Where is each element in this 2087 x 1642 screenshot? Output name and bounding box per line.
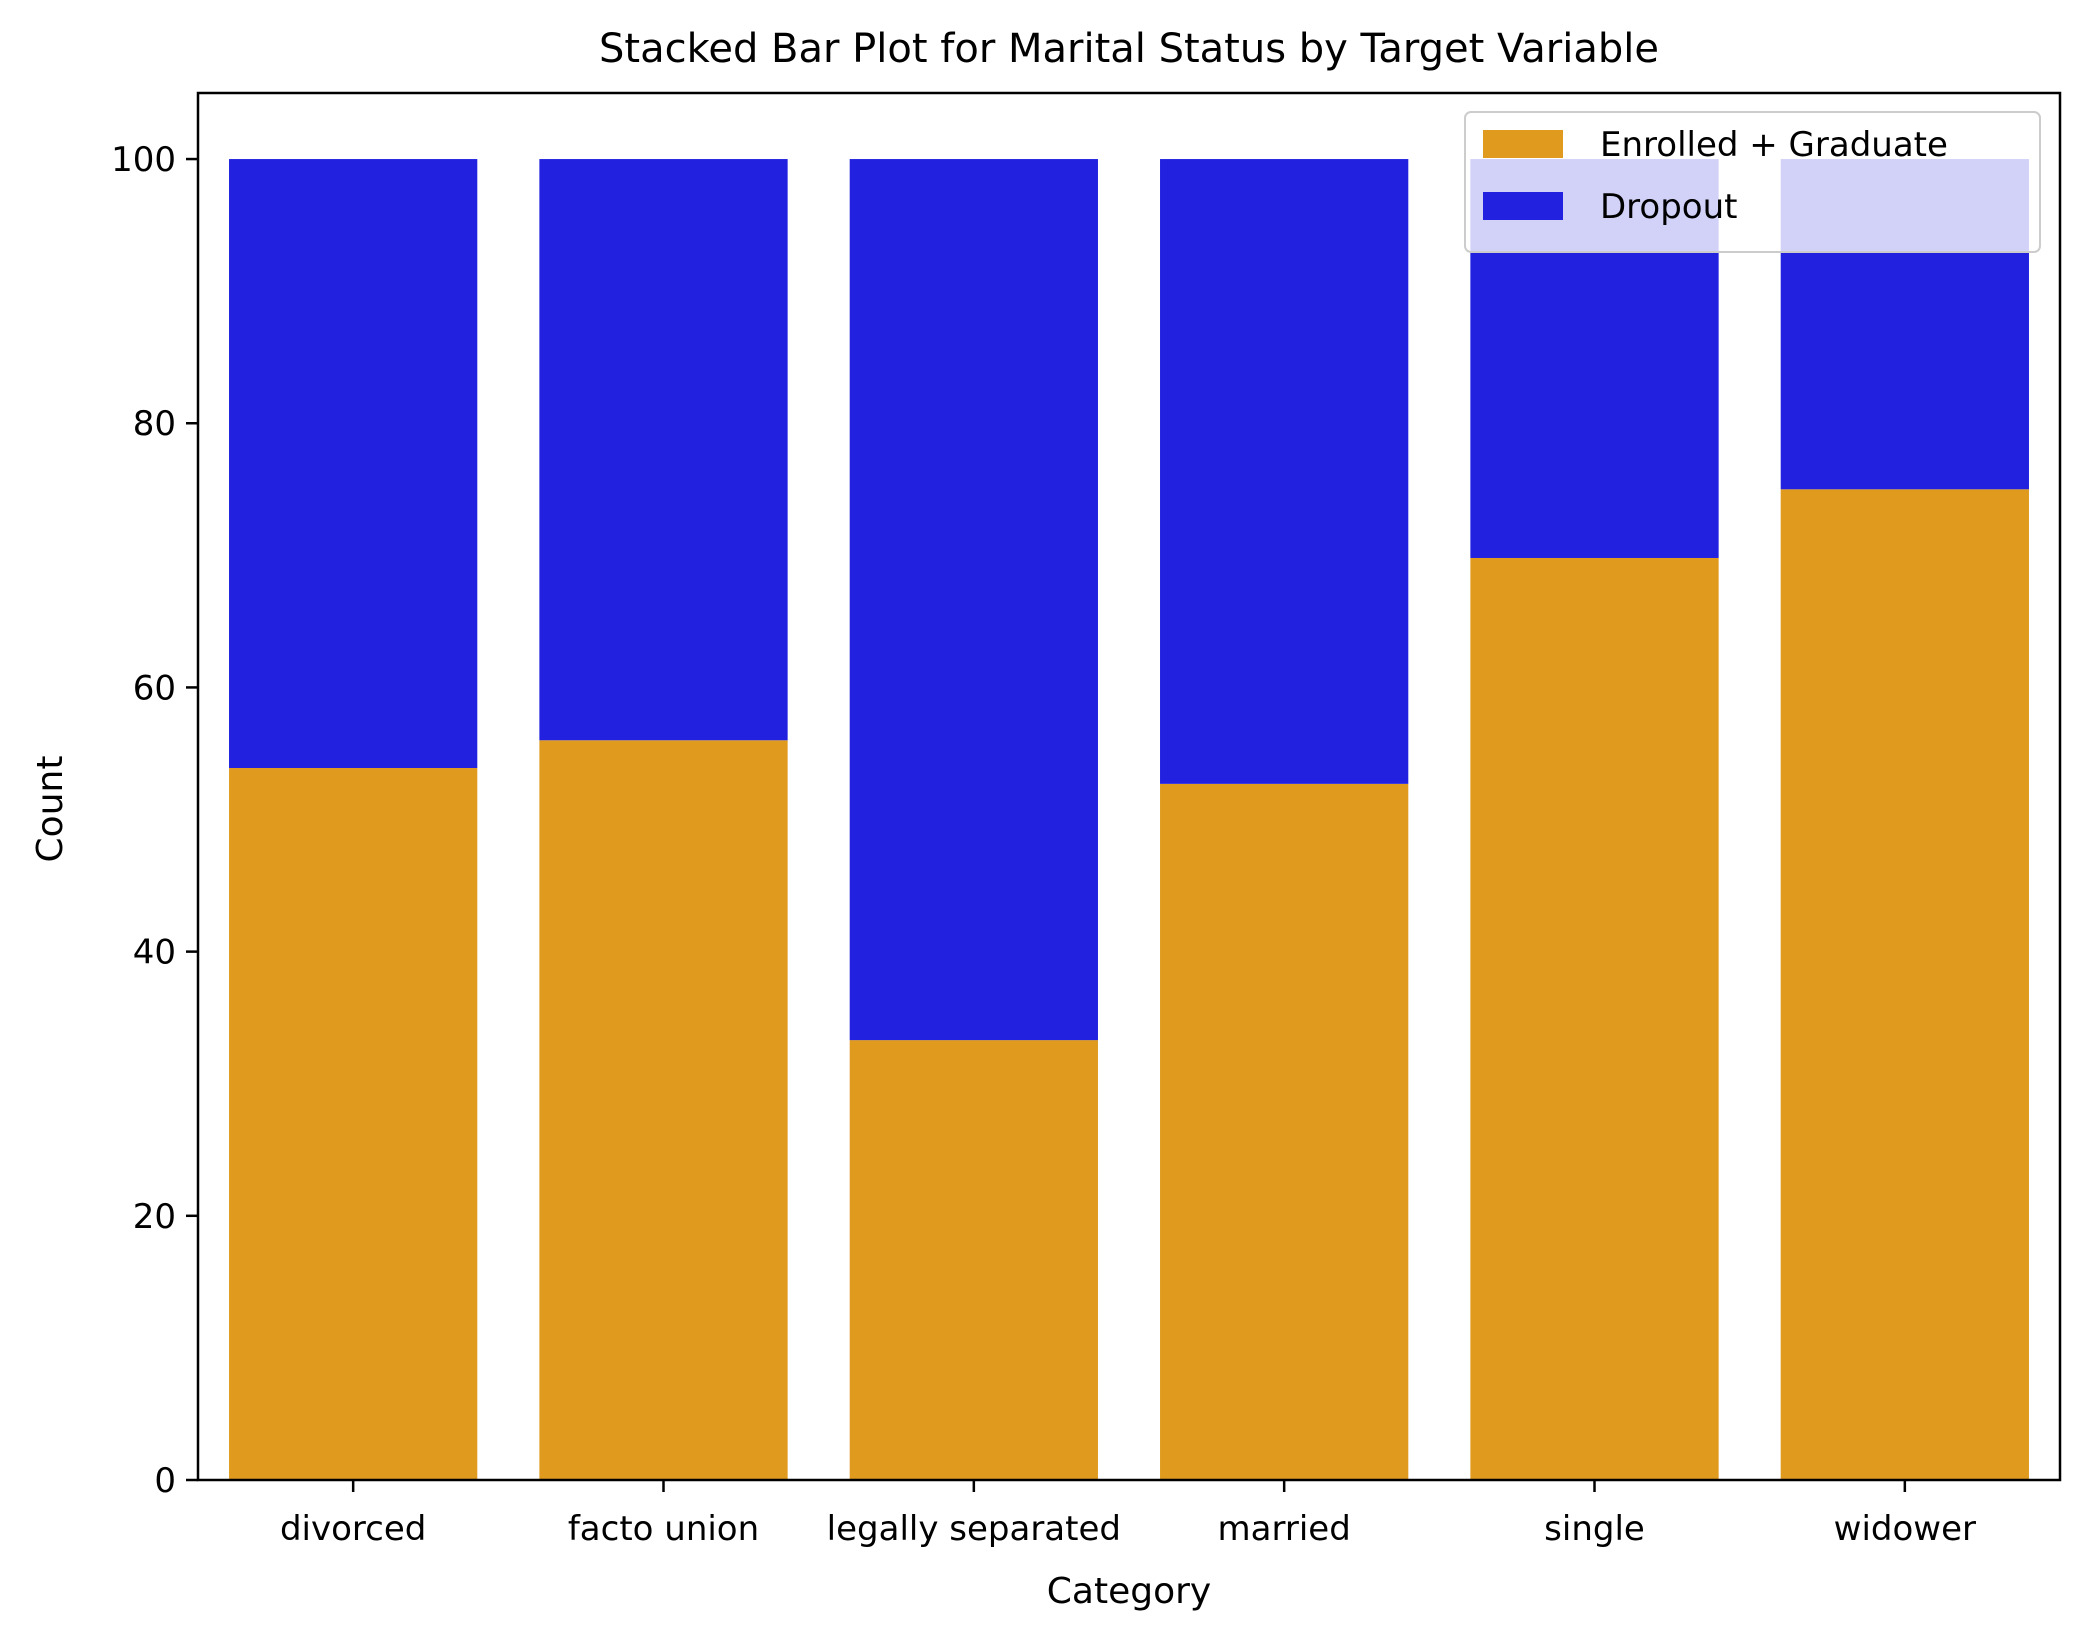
bar-enrolled-graduate-legally-separated [849, 1040, 1098, 1480]
bars-layer [229, 159, 2029, 1480]
legend-swatch-enrolled-graduate [1483, 130, 1563, 158]
x-tick-label-divorced: divorced [280, 1509, 426, 1549]
y-tick-label-80: 80 [133, 404, 176, 444]
legend-swatch-dropout [1483, 192, 1563, 220]
y-tick-label-100: 100 [111, 140, 176, 180]
legend-box [1464, 111, 2041, 253]
x-axis-label: Category [1047, 1571, 1211, 1612]
x-tick-label-married: married [1218, 1509, 1351, 1549]
y-axis-label: Count [30, 756, 71, 863]
axes-layer: 0 20 40 60 80 100 divorced facto union legally s… [111, 91, 2062, 1549]
bar-enrolled-graduate-widower [1780, 489, 2029, 1480]
legend-label-dropout: Dropout [1600, 187, 1737, 227]
chart-title: Stacked Bar Plot for Marital Status by T… [599, 26, 1659, 72]
y-tick-label-20: 20 [133, 1197, 176, 1237]
bar-dropout-divorced [229, 159, 478, 769]
bar-dropout-legally-separated [849, 159, 1098, 1041]
y-tick-label-0: 0 [154, 1461, 176, 1501]
bar-enrolled-graduate-single [1470, 557, 1719, 1480]
plot-frame [196, 91, 2062, 1482]
bar-enrolled-graduate-divorced [229, 768, 478, 1480]
bar-dropout-married [1160, 159, 1409, 784]
legend-label-enrolled-graduate: Enrolled + Graduate [1600, 125, 1948, 165]
legend: Enrolled + Graduate Dropout [1464, 111, 2041, 253]
bar-enrolled-graduate-facto-union [539, 740, 788, 1480]
x-tick-label-single: single [1544, 1509, 1645, 1549]
y-tick-label-60: 60 [133, 668, 176, 708]
bar-enrolled-graduate-married [1160, 783, 1409, 1480]
x-tick-label-widower: widower [1834, 1509, 1976, 1549]
y-tick-label-40: 40 [133, 933, 176, 973]
bar-dropout-facto-union [539, 159, 788, 741]
x-tick-label-legally-separated: legally separated [827, 1509, 1121, 1549]
x-tick-label-facto-union: facto union [568, 1509, 759, 1549]
